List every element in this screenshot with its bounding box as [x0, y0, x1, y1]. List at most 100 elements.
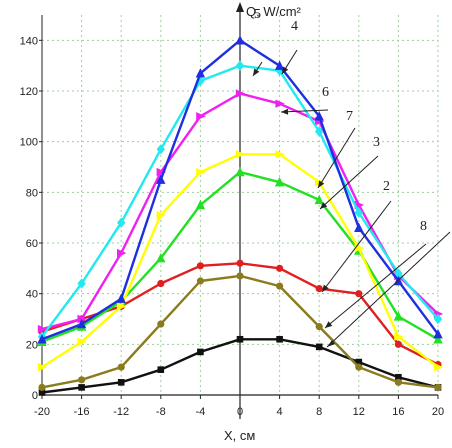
callout-arrowhead [325, 321, 333, 328]
x-tick-label: 20 [432, 406, 444, 418]
data-point [433, 362, 444, 372]
data-point [117, 248, 127, 258]
data-point [236, 272, 244, 280]
data-point [116, 293, 126, 303]
callout-6: 6 [280, 85, 329, 115]
data-point [37, 324, 48, 334]
data-point [276, 282, 284, 290]
y-tick-label: 120 [20, 86, 38, 98]
callout-arrowhead [281, 108, 289, 115]
y-tick-label: 140 [20, 35, 38, 47]
y-tick-label: 80 [26, 187, 38, 199]
data-point [195, 199, 206, 210]
data-point [117, 379, 125, 386]
data-point [355, 363, 363, 371]
data-point [236, 259, 244, 267]
x-tick-label: -16 [74, 406, 90, 418]
data-point [117, 363, 125, 371]
data-point [433, 313, 443, 325]
data-point [197, 348, 204, 356]
data-point [433, 329, 443, 339]
axes: -20 -16 -12 -8 -4 0 4 8 12 16 20 0 20 40 60 80 100 120 140 [20, 2, 444, 419]
data-point [275, 99, 285, 108]
data-point [156, 210, 166, 220]
callout-leader [319, 155, 379, 210]
callout-label: 7 [346, 109, 353, 124]
data-point [275, 150, 285, 159]
callout-5: 5 [252, 7, 263, 77]
y-tick-label: 0 [32, 390, 38, 402]
data-point [355, 290, 363, 298]
series-8 [38, 272, 442, 391]
callout-arrowhead [327, 340, 335, 347]
callout-leader [317, 127, 356, 189]
y-tick-label: 40 [26, 289, 38, 301]
data-point [433, 334, 443, 344]
data-point [38, 389, 46, 396]
data-point [196, 112, 206, 121]
callout-label: 2 [383, 179, 390, 194]
callout-leader [321, 200, 392, 293]
data-point [314, 194, 324, 205]
callout-4: 4 [281, 19, 298, 75]
data-point [276, 264, 284, 272]
callout-leader [280, 109, 329, 113]
data-point [77, 278, 86, 289]
data-point [395, 373, 402, 381]
data-point [157, 366, 165, 373]
data-point [196, 277, 204, 285]
data-point [315, 285, 323, 293]
x-tick-label: -12 [113, 406, 129, 418]
data-point [276, 335, 283, 343]
grid [41, 15, 439, 395]
data-point [38, 383, 46, 391]
data-point [117, 302, 127, 311]
callout-arrowhead [253, 68, 260, 76]
x-tick-label: 4 [277, 406, 283, 418]
data-point [314, 111, 324, 121]
data-point [274, 177, 285, 187]
callout-leader [326, 231, 451, 348]
data-point [235, 35, 245, 45]
callout-arrowhead [282, 66, 289, 74]
callout-1 [326, 231, 451, 348]
data-point [196, 262, 204, 270]
data-point [355, 358, 363, 366]
data-point [354, 222, 364, 232]
x-tick-label: -4 [196, 406, 206, 418]
callout-2: 2 [321, 179, 392, 293]
data-point [157, 279, 165, 288]
x-tick-label: -8 [156, 406, 166, 418]
callout-7: 7 [317, 109, 356, 189]
callout-8: 8 [324, 219, 427, 329]
data-point [393, 311, 404, 321]
data-point [117, 217, 126, 228]
data-point [315, 323, 323, 331]
data-point [315, 126, 324, 137]
x-tick-label: 16 [392, 406, 404, 418]
data-point [37, 334, 47, 344]
data-point [236, 335, 244, 343]
y-axis-label: Q, W/cm² [246, 4, 302, 19]
y-axis-arrow [236, 2, 244, 12]
callout-label: 6 [322, 85, 329, 100]
data-point [394, 340, 402, 348]
data-point [235, 150, 246, 159]
y-tick-label: 60 [26, 238, 38, 250]
data-point [315, 343, 323, 351]
data-point [195, 68, 206, 78]
data-point [394, 378, 402, 386]
callout-label: 3 [373, 135, 380, 150]
data-point [76, 318, 87, 329]
callout-label: 4 [291, 19, 298, 34]
callout-label: 5 [254, 7, 261, 22]
callout-3: 3 [319, 135, 380, 210]
x-tick-label: 0 [237, 406, 243, 418]
data-point [156, 253, 166, 263]
data-point [37, 362, 48, 372]
callout-arrowhead [320, 202, 328, 209]
data-point [156, 174, 166, 184]
series-6 [37, 89, 444, 334]
callout-label: 8 [420, 219, 427, 234]
